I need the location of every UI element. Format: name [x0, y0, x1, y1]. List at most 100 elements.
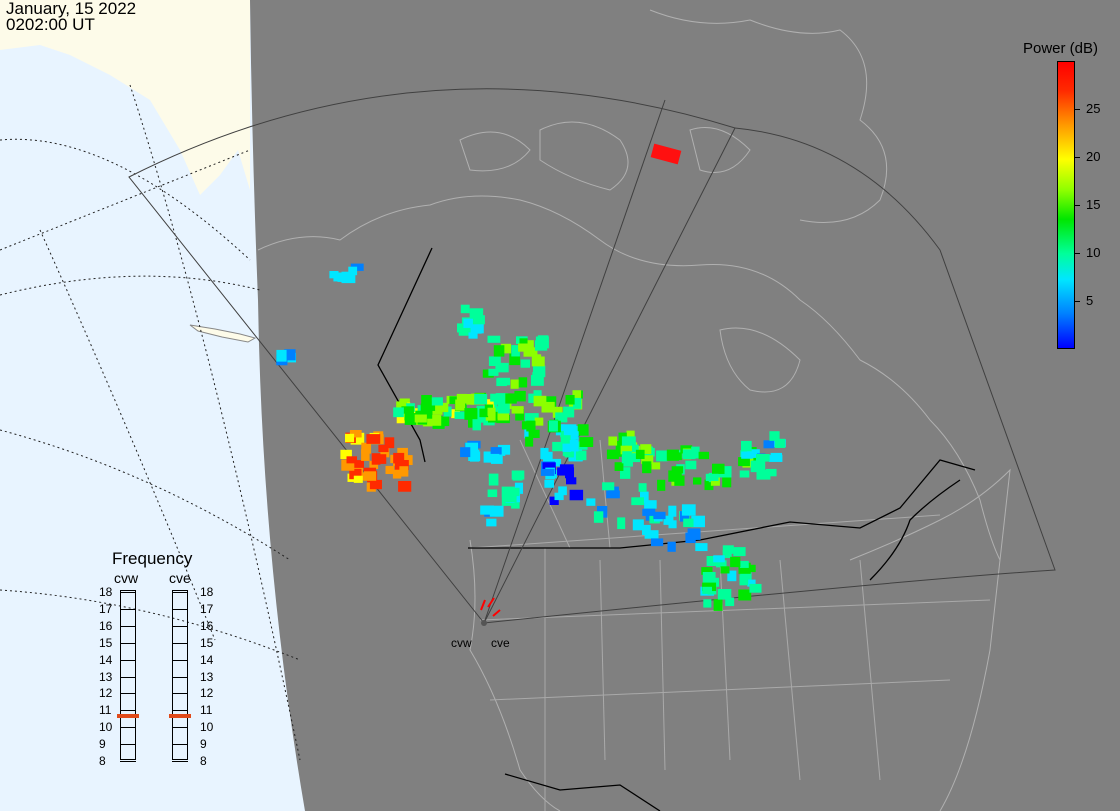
backscatter-cell [631, 497, 644, 506]
backscatter-cell [399, 466, 409, 477]
legend-tick-label: 5 [1086, 293, 1094, 308]
backscatter-cell [349, 468, 362, 480]
backscatter-cell [573, 397, 582, 409]
backscatter-cell [626, 430, 635, 440]
frequency-tick-line [120, 744, 136, 746]
backscatter-cell [631, 453, 641, 463]
frequency-tick-left: 15 [99, 635, 113, 650]
backscatter-cell [674, 475, 685, 486]
backscatter-cell [495, 362, 505, 371]
backscatter-cell [703, 599, 712, 608]
backscatter-cell [528, 429, 540, 439]
backscatter-cell [747, 449, 760, 458]
legend-tick-label: 20 [1086, 149, 1101, 164]
backscatter-cell [454, 411, 466, 419]
backscatter-cell [770, 452, 782, 461]
backscatter-cell [569, 489, 584, 501]
backscatter-cell [617, 517, 626, 530]
frequency-tick-right: 18 [200, 585, 214, 599]
backscatter-cell [384, 437, 395, 449]
backscatter-cell [346, 456, 357, 464]
state-borders [469, 439, 991, 811]
backscatter-cell [396, 413, 408, 424]
backscatter-cell [469, 308, 484, 319]
backscatter-cell [350, 432, 365, 445]
backscatter-cell [638, 483, 647, 492]
backscatter-cell [739, 470, 750, 478]
backscatter-cell [671, 466, 684, 474]
backscatter-cell [554, 492, 564, 501]
backscatter-cell [515, 409, 525, 421]
backscatter-cell [653, 511, 666, 520]
backscatter-cell [480, 505, 495, 515]
backscatter-cell [540, 468, 555, 476]
backscatter-cell [668, 520, 677, 529]
backscatter-cell [519, 338, 528, 349]
backscatter-cell [464, 408, 478, 420]
backscatter-cell [615, 440, 626, 453]
backscatter-cell [483, 411, 496, 421]
backscatter-cell [650, 143, 682, 165]
backscatter-cell [378, 444, 389, 453]
backscatter-cell [518, 377, 528, 388]
backscatter-cell [469, 323, 482, 334]
backscatter-cell [385, 465, 395, 475]
backscatter-cell [716, 560, 727, 568]
backscatter-cell [570, 431, 579, 440]
backscatter-cell [657, 479, 666, 491]
legend-tick-mark [1075, 109, 1080, 110]
backscatter-cell [747, 579, 756, 587]
backscatter-cell [497, 444, 511, 455]
backscatter-cell [487, 489, 498, 498]
legend-tick-label: 15 [1086, 197, 1101, 212]
backscatter-cell [371, 453, 381, 465]
frequency-tick-left: 9 [99, 737, 106, 752]
backscatter-cell [511, 345, 520, 357]
backscatter-cell [769, 431, 780, 441]
backscatter-cell [741, 451, 753, 459]
backscatter-cell [424, 410, 433, 421]
backscatter-cell [552, 406, 563, 418]
backscatter-cell [341, 459, 355, 471]
backscatter-cell [472, 419, 481, 431]
backscatter-cell [717, 589, 732, 600]
backscatter-cell [505, 393, 517, 404]
backscatter-cell [680, 511, 690, 522]
frequency-tick-left: 12 [99, 686, 113, 701]
backscatter-cell [722, 549, 732, 558]
backscatter-cell [340, 449, 352, 460]
backscatter-cell [606, 490, 620, 499]
backscatter-cell [369, 460, 379, 470]
backscatter-cell [489, 505, 504, 517]
backscatter-cell [733, 547, 746, 557]
backscatter-cell [750, 460, 764, 473]
backscatter-cell [745, 564, 756, 573]
frequency-tick-right: 11 [200, 703, 213, 718]
backscatter-cell [713, 599, 723, 611]
backscatter-cell [510, 487, 520, 497]
backscatter-cell [749, 583, 762, 593]
frequency-tick-line [172, 761, 188, 762]
backscatter-cell [683, 518, 694, 528]
backscatter-cell [333, 273, 345, 282]
night-region [250, 0, 1120, 811]
backscatter-cell [488, 473, 499, 486]
coastlines [257, 9, 1011, 811]
backscatter-cell [398, 481, 412, 492]
backscatter-cell [552, 441, 566, 452]
backscatter-cell [496, 378, 507, 387]
time-label: 0202:00 UT [6, 15, 95, 34]
backscatter-cell [668, 505, 677, 517]
backscatter-cell [560, 430, 574, 442]
backscatter-cell [361, 442, 372, 454]
backscatter-cell [562, 443, 571, 452]
backscatter-cell [393, 452, 405, 464]
frequency-marker-cve [169, 714, 191, 718]
backscatter-cell [491, 454, 503, 464]
frequency-marker-cvw [117, 714, 139, 718]
frequency-tick-right: 13 [200, 669, 214, 684]
frequency-tick-line [120, 625, 136, 627]
backscatter-cell [558, 486, 567, 496]
legend-tick-label: 25 [1086, 101, 1101, 116]
backscatter-cell [424, 401, 436, 411]
